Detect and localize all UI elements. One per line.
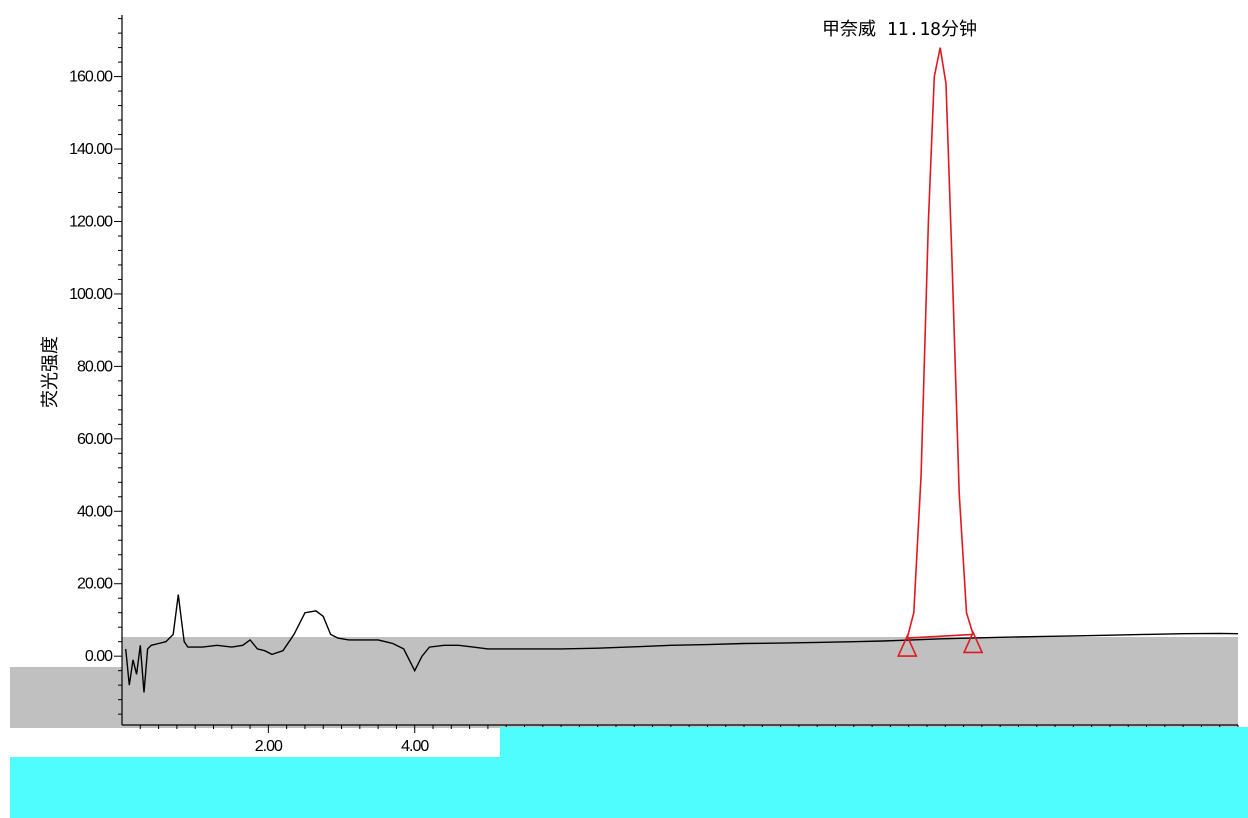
y-axis-title: 荧光强度 <box>40 336 61 408</box>
peak-trace <box>906 47 974 639</box>
y-tick-label: 120.00 <box>69 213 113 230</box>
x-tick-label: 4.00 <box>401 738 429 755</box>
y-tick-label: 0.00 <box>85 648 113 665</box>
baseline-grey-band <box>10 637 1238 728</box>
peak-end-marker <box>962 630 984 654</box>
cyan-upper-band <box>500 727 1248 758</box>
x-tick-label: 2.00 <box>255 738 283 755</box>
y-tick-label: 40.00 <box>77 503 113 520</box>
peak-baseline <box>907 633 974 639</box>
peak-start-marker <box>896 634 918 657</box>
y-tick-label: 60.00 <box>77 431 113 448</box>
y-tick-label: 80.00 <box>77 358 113 375</box>
y-tick-label: 140.00 <box>69 141 113 158</box>
cyan-footer-band <box>10 757 1248 818</box>
y-tick-label: 160.00 <box>69 69 113 86</box>
y-tick-label: 20.00 <box>77 576 113 593</box>
peak-annotation-label: 甲奈威 11.18分钟 <box>822 19 977 40</box>
y-tick-label: 100.00 <box>69 286 113 303</box>
chromatogram-trace <box>125 594 1239 693</box>
